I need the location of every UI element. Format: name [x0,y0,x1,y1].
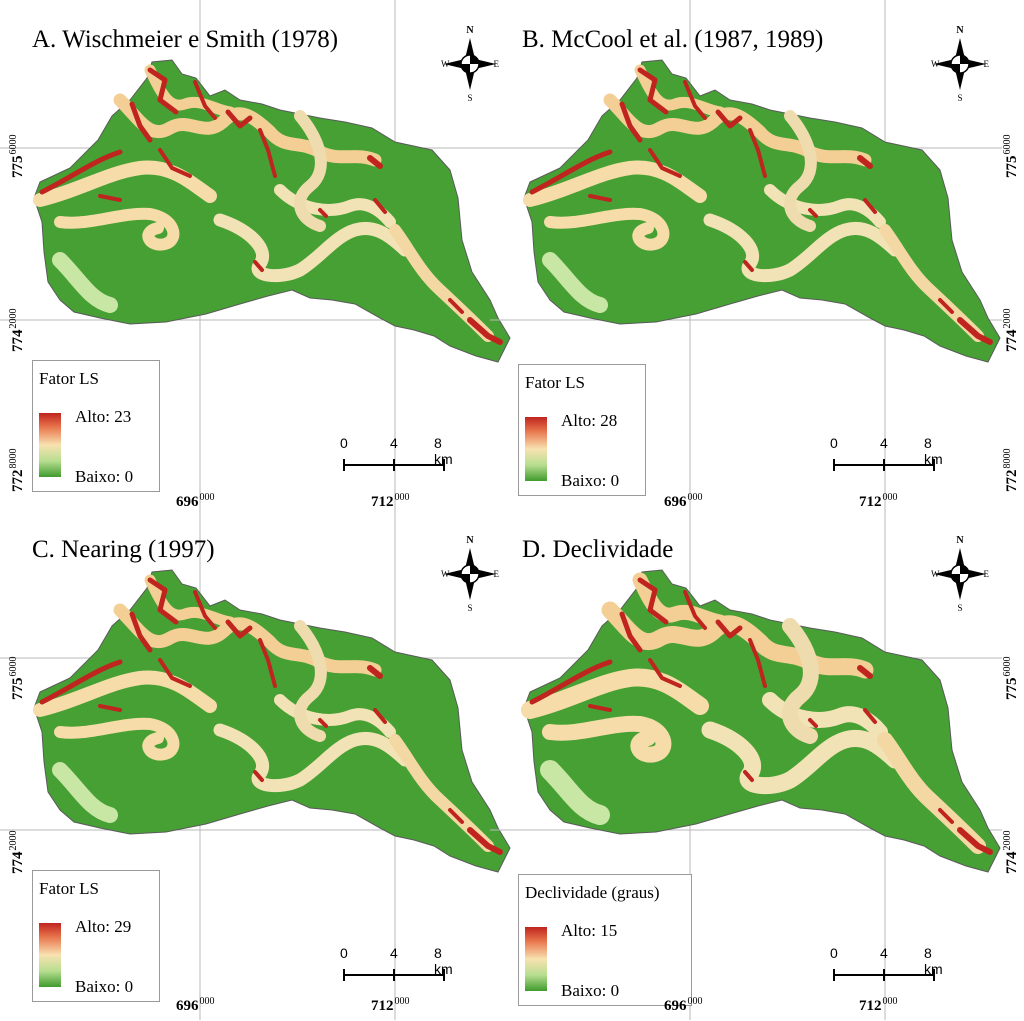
x-label-696000-c: 696000 [176,996,215,1014]
scale-bar: 0 4 8 km [800,945,943,985]
legend-low-label: Baixo: 0 [561,981,620,1000]
compass-rose-icon [934,38,986,90]
scale-tick-4: 4 [880,435,888,451]
legend-low-label: Baixo: 0 [75,977,134,996]
scale-tick-0: 0 [340,945,348,961]
ls-factor-bands [33,64,503,345]
ls-factor-bands [33,574,503,855]
map-panel-b: B. McCool et al. (1987, 1989) N S W E [490,0,1002,510]
compass-e: E [494,59,500,69]
compass-w: W [931,59,940,69]
legend-box: Declividade (graus) Alto: 15 Baixo: 0 [518,874,692,1006]
scale-tick-0: 0 [830,945,838,961]
legend-high-label: Alto: 28 [561,411,618,430]
legend-box: Fator LS Alto: 23 Baixo: 0 [32,360,160,492]
legend-box: Fator LS Alto: 28 Baixo: 0 [518,364,646,496]
compass-e: E [494,569,500,579]
y-label-774200-bottom-right: 7742000 [1002,830,1020,875]
y-label-774200-top: 7742000 [8,308,26,353]
scale-tick-4: 4 [390,435,398,451]
ls-factor-bands [523,64,993,345]
y-label-772800-right: 7728000 [1002,448,1020,493]
north-arrow: N S W E [930,532,990,612]
scale-tick-4: 4 [390,945,398,961]
legend-title: Fator LS [525,373,585,392]
map-panel-c: C. Nearing (1997) N S W E Fator LS [0,510,512,1020]
compass-w: W [931,569,940,579]
compass-w: W [441,59,450,69]
legend-color-ramp [39,413,61,477]
legend-title: Fator LS [39,369,99,388]
y-label-775600-right: 7756000 [1002,134,1020,179]
panel-title: C. Nearing (1997) [32,536,215,563]
legend-title: Fator LS [39,879,99,898]
legend-low-label: Baixo: 0 [561,471,620,490]
y-label-775600-bottom: 7756000 [8,656,26,701]
watershed-polygon [33,59,511,363]
compass-e: E [984,569,990,579]
north-arrow: N S W E [930,22,990,102]
compass-e: E [984,59,990,69]
compass-rose-icon [444,38,496,90]
scale-tick-4: 4 [880,945,888,961]
panel-title: D. Declividade [522,536,674,563]
map-panel-d: D. Declividade N S W E Declividade (gr [490,510,1002,1020]
x-label-696000-d: 696000 [664,996,703,1014]
scale-bar: 0 4 8 km [310,435,453,475]
north-arrow: N S W E [440,22,500,102]
x-label-712000-c: 712000 [371,996,410,1014]
compass-w: W [441,569,450,579]
compass-n: N [466,25,474,36]
x-label-712000-a: 712000 [371,492,410,510]
map-canvas [490,0,1002,510]
panel-title: B. McCool et al. (1987, 1989) [522,26,824,53]
x-label-696000-a: 696000 [176,492,215,510]
map-canvas [0,510,512,1020]
compass-s: S [957,93,962,102]
scale-tick-0: 0 [830,435,838,451]
y-label-775600-bottom-right: 7756000 [1002,656,1020,701]
scale-bar: 0 4 8 km [800,435,943,475]
scale-bar: 0 4 8 km [310,945,453,985]
map-canvas [0,0,512,510]
x-label-712000-d: 712000 [859,996,898,1014]
y-label-772800-top: 7728000 [8,448,26,493]
x-label-712000-b: 712000 [859,492,898,510]
map-panel-a: A. Wischmeier e Smith (1978) N S W E F [0,0,512,510]
legend-high-label: Alto: 23 [75,407,132,426]
legend-color-ramp [525,927,547,991]
x-label-696000-b: 696000 [664,492,703,510]
y-label-774200-right: 7742000 [1002,308,1020,353]
watershed-polygon [33,569,511,873]
legend-box: Fator LS Alto: 29 Baixo: 0 [32,870,160,1002]
scale-tick-0: 0 [340,435,348,451]
legend-color-ramp [525,417,547,481]
legend-high-label: Alto: 15 [561,921,618,940]
legend-low-label: Baixo: 0 [75,467,134,486]
compass-rose-icon [444,548,496,600]
compass-s: S [467,603,472,612]
panel-title: A. Wischmeier e Smith (1978) [32,26,339,53]
legend-color-ramp [39,923,61,987]
north-arrow: N S W E [440,532,500,612]
compass-n: N [956,535,964,546]
compass-s: S [957,603,962,612]
ls-factor-bands [521,572,993,855]
legend-high-label: Alto: 29 [75,917,132,936]
compass-rose-icon [934,548,986,600]
legend-title: Declividade (graus) [525,883,660,902]
compass-s: S [467,93,472,102]
y-label-774200-bottom: 7742000 [8,830,26,875]
compass-n: N [466,535,474,546]
y-label-775600-top: 7756000 [8,134,26,179]
compass-n: N [956,25,964,36]
watershed-polygon [523,59,1001,363]
